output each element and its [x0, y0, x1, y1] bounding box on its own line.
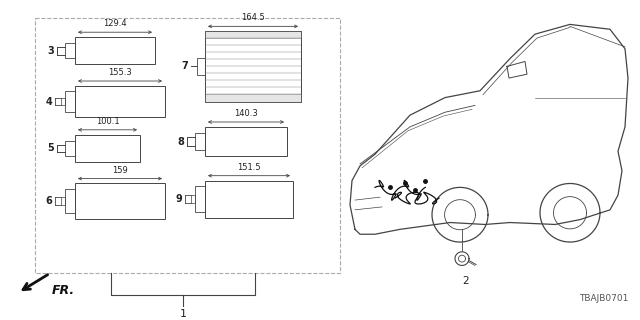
- Text: 100.1: 100.1: [96, 117, 119, 126]
- Bar: [205, 31, 301, 101]
- Bar: [65, 141, 75, 156]
- Text: 159: 159: [112, 166, 128, 175]
- Text: 8: 8: [177, 137, 184, 147]
- Text: 9: 9: [175, 194, 182, 204]
- Text: FR.: FR.: [52, 284, 75, 297]
- Bar: [75, 37, 155, 64]
- Bar: [191, 195, 195, 203]
- Bar: [75, 183, 165, 219]
- Bar: [35, 18, 340, 273]
- Bar: [205, 180, 293, 218]
- Bar: [65, 189, 75, 213]
- Text: 155.3: 155.3: [108, 68, 132, 77]
- Bar: [195, 133, 205, 149]
- Text: 164.5: 164.5: [241, 13, 265, 22]
- Bar: [61, 98, 65, 105]
- Bar: [75, 135, 140, 162]
- Text: 5: 5: [47, 143, 54, 153]
- Bar: [65, 43, 75, 58]
- Bar: [195, 186, 205, 212]
- Text: 4: 4: [45, 97, 52, 107]
- Text: 140.3: 140.3: [234, 109, 258, 118]
- Bar: [197, 58, 205, 75]
- Text: 129.4: 129.4: [103, 19, 127, 28]
- Text: 1: 1: [179, 309, 186, 319]
- Bar: [205, 127, 287, 156]
- Text: 7: 7: [181, 61, 188, 71]
- Bar: [61, 197, 65, 205]
- Text: 2: 2: [463, 276, 469, 286]
- Bar: [65, 91, 75, 112]
- Bar: [205, 31, 301, 38]
- Text: 3: 3: [47, 46, 54, 56]
- Bar: [205, 94, 301, 101]
- Text: 151.5: 151.5: [237, 163, 261, 172]
- Bar: [75, 86, 165, 117]
- Text: TBAJB0701: TBAJB0701: [579, 293, 628, 302]
- Text: 6: 6: [45, 196, 52, 206]
